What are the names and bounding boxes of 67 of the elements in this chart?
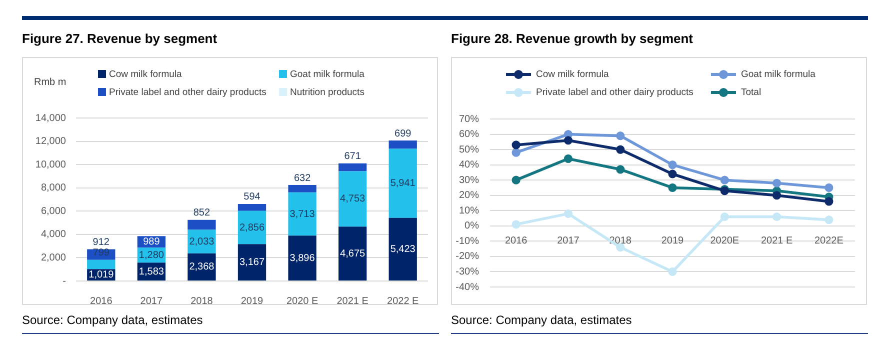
x-tick-label: 2017 bbox=[140, 296, 163, 307]
data-label: 989 bbox=[143, 236, 160, 248]
x-tick-label: 2021 E bbox=[336, 296, 369, 307]
legend-label: Private label and other dairy products bbox=[536, 86, 694, 98]
y-tick-label: 30% bbox=[458, 174, 480, 186]
data-label: 4,753 bbox=[340, 194, 366, 205]
y-tick-label: 40% bbox=[458, 160, 480, 171]
data-label: 3,167 bbox=[239, 257, 265, 268]
y-tick-label: 10% bbox=[458, 205, 480, 216]
legend-label: Nutrition products bbox=[290, 86, 364, 98]
legend-label: Total bbox=[741, 86, 762, 98]
data-label: 852 bbox=[193, 208, 210, 219]
data-label: 3,896 bbox=[290, 252, 316, 264]
data-label: 594 bbox=[244, 192, 261, 203]
x-tick-label: 2016 bbox=[90, 296, 113, 307]
y-tick-label: 70% bbox=[458, 114, 480, 125]
data-label: 1,280 bbox=[138, 250, 164, 261]
source-note: Source: Company data, estimates bbox=[451, 313, 632, 327]
data-label: 699 bbox=[394, 128, 412, 140]
x-tick-label: 2022 E bbox=[387, 296, 420, 307]
y-tick-label: 14,000 bbox=[35, 112, 66, 124]
x-tick-label: 2019 bbox=[661, 236, 684, 247]
legend-label: Goat milk formula bbox=[741, 68, 816, 80]
y-tick-label: 20% bbox=[458, 190, 480, 202]
data-label: 632 bbox=[294, 172, 312, 184]
data-label: 2,033 bbox=[189, 236, 215, 248]
x-tick-label: 2019 bbox=[240, 296, 264, 307]
y-tick-label: 6,000 bbox=[40, 206, 66, 217]
y-tick-label: 10,000 bbox=[35, 159, 66, 170]
data-label: 2,368 bbox=[189, 262, 215, 273]
y-tick-label: - bbox=[62, 276, 66, 287]
y-tick-label: 50% bbox=[458, 144, 480, 156]
data-label: 1,019 bbox=[88, 270, 114, 281]
y-tick-label: 0% bbox=[464, 220, 480, 232]
x-tick-label: 2020 E bbox=[286, 296, 318, 307]
data-label: 799 bbox=[92, 248, 110, 259]
x-tick-label: 2021 E bbox=[760, 236, 793, 247]
y-tick-label: -20% bbox=[456, 251, 480, 262]
legend-label: Cow milk formula bbox=[109, 68, 182, 80]
data-label: 4,675 bbox=[340, 248, 366, 260]
source-note: Source: Company data, estimates bbox=[22, 313, 203, 327]
data-label: 2,856 bbox=[239, 222, 265, 234]
x-tick-label: 2022E bbox=[814, 236, 844, 247]
data-label: 1,583 bbox=[138, 266, 164, 278]
data-label: 912 bbox=[92, 236, 110, 248]
legend-label: Goat milk formula bbox=[290, 68, 364, 80]
legend-label: Private label and other dairy products bbox=[109, 86, 266, 98]
y-tick-label: -10% bbox=[456, 236, 480, 247]
x-tick-label: 2020E bbox=[710, 236, 740, 247]
x-tick-label: 2017 bbox=[557, 236, 580, 247]
data-label: 5,423 bbox=[390, 244, 416, 255]
y-tick-label: 4,000 bbox=[40, 229, 66, 240]
y-tick-label: 12,000 bbox=[35, 136, 66, 148]
legend-label: Cow milk formula bbox=[536, 68, 609, 80]
y-tick-label: 60% bbox=[458, 129, 480, 140]
chart-title: Figure 27. Revenue by segment bbox=[22, 31, 218, 46]
data-label: 5,941 bbox=[390, 178, 416, 190]
chart-title: Figure 28. Revenue growth by segment bbox=[451, 31, 693, 46]
y-axis-title: Rmb m bbox=[34, 77, 66, 88]
y-tick-label: 8,000 bbox=[40, 182, 66, 194]
x-tick-label: 2018 bbox=[190, 296, 214, 307]
y-tick-label: -30% bbox=[456, 266, 480, 278]
y-tick-label: 2,000 bbox=[40, 252, 66, 264]
data-label: 671 bbox=[344, 151, 362, 162]
data-label: 3,713 bbox=[290, 208, 316, 220]
x-tick-label: 2016 bbox=[504, 236, 528, 247]
y-tick-label: -40% bbox=[456, 282, 480, 293]
